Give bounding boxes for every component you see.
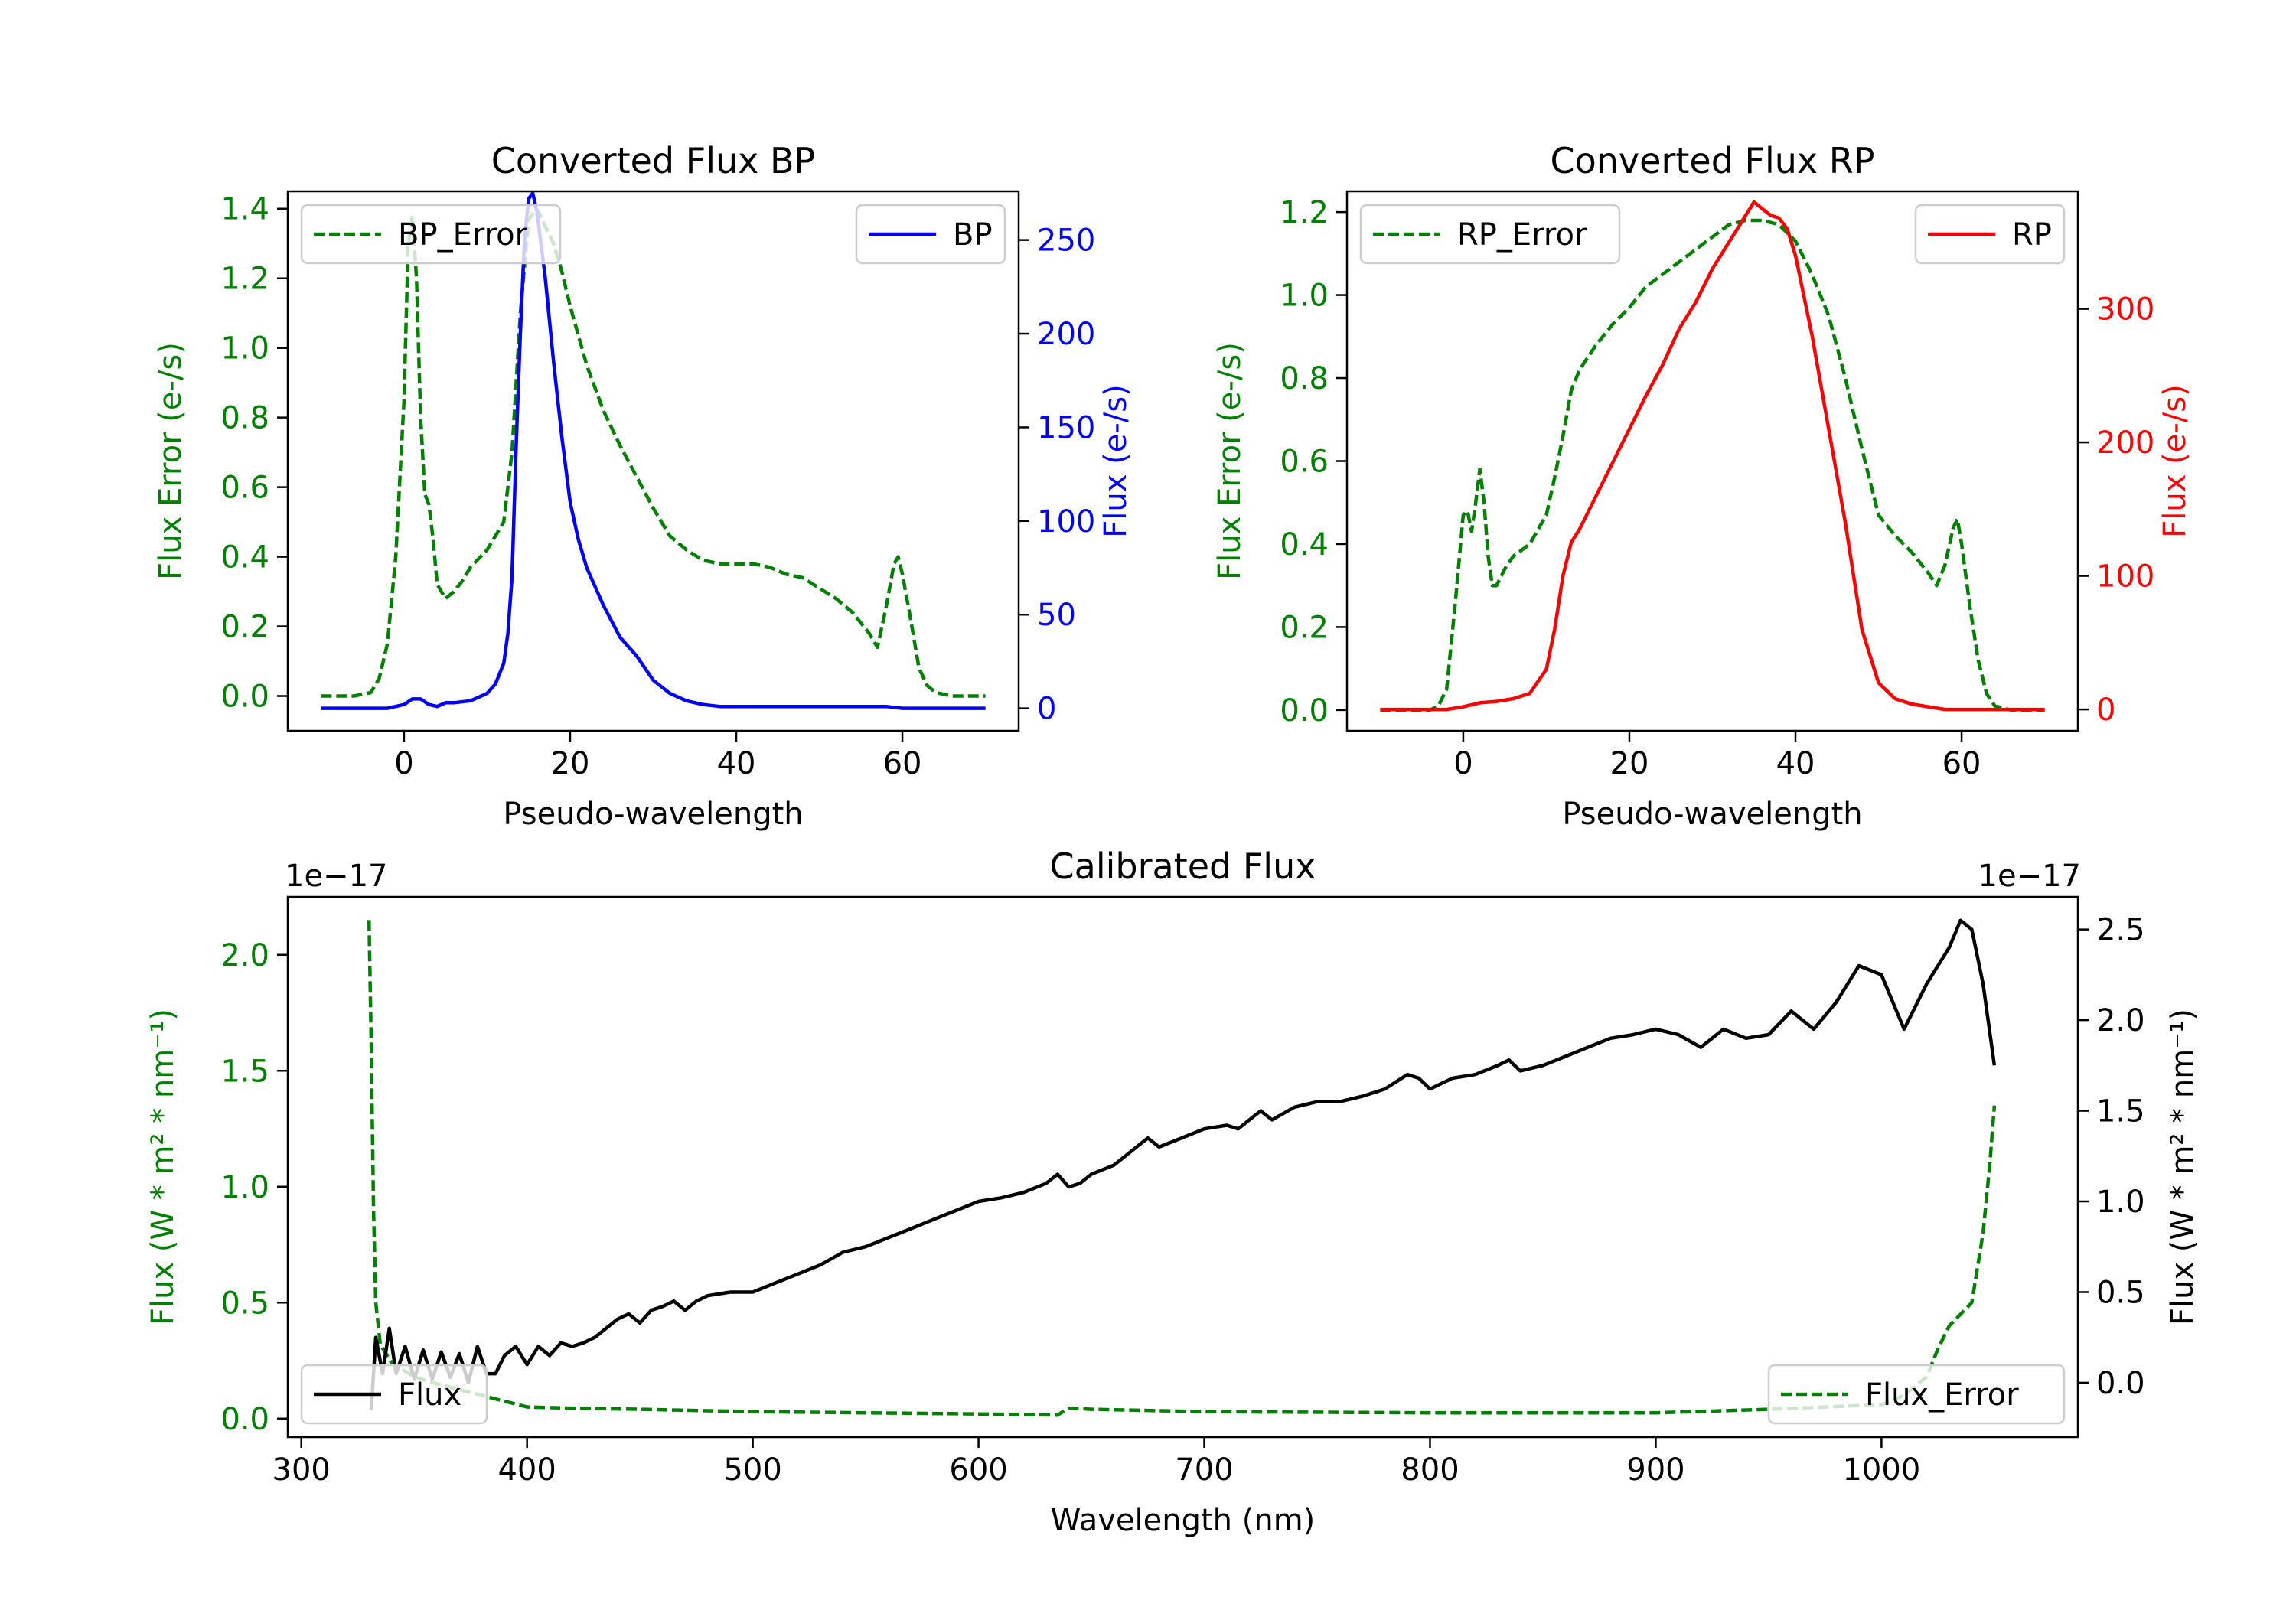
rp-title: Converted Flux RP <box>1551 140 1875 181</box>
rp-y-right-tick-label: 300 <box>2096 292 2154 328</box>
legend-box <box>1767 1364 2066 1425</box>
cal-y-left-tick-label: 0.0 <box>220 1402 269 1437</box>
cal-chart: Calibrated Flux 300 400 500 600 700 800 900 1000… <box>145 846 2200 1538</box>
cal-x-tick-label: 1000 <box>1842 1452 1920 1488</box>
bp-y-right-tick-label: 250 <box>1037 223 1095 259</box>
rp-y-left-tick-label: 1.2 <box>1280 195 1329 230</box>
cal-scale-right: 1e−17 <box>1978 859 2081 894</box>
rp-legend-rp: RP <box>1914 204 2066 265</box>
cal-legend-flux: Flux <box>300 1364 488 1425</box>
rp-x-tick-label: 0 <box>1453 746 1473 781</box>
bp-x-tick-label: 20 <box>551 746 590 781</box>
bp-y-left-tick-label: 0.4 <box>220 540 269 575</box>
bp-title: Converted Flux BP <box>491 140 816 181</box>
cal-y-right-tick-label: 0.0 <box>2096 1366 2145 1401</box>
rp-x-axis-label: Pseudo-wavelength <box>1562 797 1862 832</box>
bp-y-left-tick-label: 0.0 <box>220 680 269 715</box>
legend-box <box>300 204 562 265</box>
cal-x-tick-label: 800 <box>1401 1452 1459 1488</box>
bp-legend-bp-error: BP_Error <box>300 204 562 265</box>
cal-plot-frame <box>286 895 2079 1439</box>
rp-series-rp-error <box>1380 218 2045 712</box>
cal-x-tick-label: 300 <box>272 1452 331 1488</box>
bp-y-left-tick-label: 1.0 <box>220 331 269 367</box>
cal-y-left-tick-label: 1.5 <box>220 1054 269 1089</box>
rp-series-rp <box>1380 200 2045 712</box>
bp-y-left-tick-label: 0.8 <box>220 401 269 436</box>
cal-y-right-tick-label: 1.5 <box>2096 1094 2145 1129</box>
cal-y-right-tick-label: 1.0 <box>2096 1185 2145 1220</box>
bp-y-left-axis-label: Flux Error (e-/s) <box>153 342 188 580</box>
rp-y-right-tick-label: 100 <box>2096 559 2154 595</box>
bp-y-right-tick-label: 100 <box>1037 504 1095 539</box>
cal-scale-left: 1e−17 <box>285 859 387 894</box>
bp-y-left-tick-label: 1.4 <box>220 192 269 227</box>
cal-x-tick-label: 500 <box>723 1452 781 1488</box>
rp-y-left-axis-label: Flux Error (e-/s) <box>1212 342 1247 580</box>
rp-y-right-tick-label: 200 <box>2096 425 2154 461</box>
legend-label: BP <box>953 217 993 253</box>
bp-y-right-tick-label: 50 <box>1037 598 1076 633</box>
cal-y-right-tick-label: 0.5 <box>2096 1275 2145 1310</box>
rp-y-left-tick-label: 0.0 <box>1280 693 1329 729</box>
rp-y-left-tick-label: 0.6 <box>1280 445 1329 480</box>
bp-y-right-tick-label: 0 <box>1037 692 1056 727</box>
rp-y-right-tick-label: 0 <box>2096 693 2115 728</box>
rp-x-tick-label: 40 <box>1776 746 1815 781</box>
cal-y-left-tick-label: 2.0 <box>220 938 269 973</box>
cal-y-left-tick-label: 1.0 <box>220 1170 269 1205</box>
bp-plot-frame <box>286 190 1020 732</box>
cal-x-tick-label: 600 <box>949 1452 1007 1488</box>
legend-label: BP_Error <box>398 217 528 253</box>
cal-y-left-axis-label: Flux (W * m² * nm⁻¹) <box>145 1009 181 1325</box>
rp-x-tick-label: 60 <box>1942 746 1981 781</box>
rp-y-left-tick-label: 0.4 <box>1280 527 1329 562</box>
bp-y-right-axis-label: Flux (e-/s) <box>1098 384 1133 537</box>
legend-label: RP <box>2012 217 2052 253</box>
rp-legend-rp-error: RP_Error <box>1359 204 1621 265</box>
rp-y-right-axis-label: Flux (e-/s) <box>2157 384 2193 537</box>
bp-x-tick-label: 40 <box>717 746 756 781</box>
cal-x-tick-label: 700 <box>1175 1452 1233 1488</box>
cal-y-right-axis-label: Flux (W * m² * nm⁻¹) <box>2165 1009 2200 1325</box>
cal-series-flux <box>369 918 1997 1410</box>
bp-x-tick-label: 0 <box>394 746 413 781</box>
bp-y-left-tick-label: 1.2 <box>220 262 269 297</box>
legend-label: Flux_Error <box>1865 1377 2019 1413</box>
rp-y-left-tick-label: 0.8 <box>1280 361 1329 396</box>
bp-x-axis-label: Pseudo-wavelength <box>503 797 803 832</box>
bp-y-left-tick-label: 0.2 <box>220 610 269 645</box>
legend-label: RP_Error <box>1457 217 1587 253</box>
cal-series-flux-error <box>367 920 1997 1417</box>
cal-x-tick-label: 400 <box>497 1452 556 1488</box>
cal-x-axis-label: Wavelength (nm) <box>1051 1503 1316 1538</box>
legend-box <box>300 1364 488 1425</box>
rp-y-left-tick-label: 1.0 <box>1280 279 1329 314</box>
rp-chart: Converted Flux RP 0 20 40 60 Pseudo-wavelengt… <box>1212 140 2193 832</box>
bp-y-right-tick-label: 150 <box>1037 410 1095 445</box>
bp-legend-bp: BP <box>855 204 1006 265</box>
bp-y-left-tick-label: 0.6 <box>220 471 269 506</box>
cal-x-tick-label: 900 <box>1626 1452 1684 1488</box>
cal-legend-flux-error: Flux_Error <box>1767 1364 2066 1425</box>
legend-label: Flux <box>398 1377 461 1413</box>
cal-y-right-tick-label: 2.0 <box>2096 1003 2145 1038</box>
legend-box <box>1359 204 1621 265</box>
cal-y-left-tick-label: 0.5 <box>220 1286 269 1321</box>
bp-y-right-tick-label: 200 <box>1037 317 1095 352</box>
rp-y-left-tick-label: 0.2 <box>1280 610 1329 645</box>
bp-chart: Converted Flux BP 0 20 40 60 Pseudo-wavelengt… <box>153 140 1133 832</box>
cal-y-right-tick-label: 2.5 <box>2096 913 2145 948</box>
rp-x-tick-label: 20 <box>1610 746 1649 781</box>
bp-x-tick-label: 60 <box>883 746 922 781</box>
bp-series-bp-error <box>321 207 986 698</box>
cal-title: Calibrated Flux <box>1050 846 1316 887</box>
